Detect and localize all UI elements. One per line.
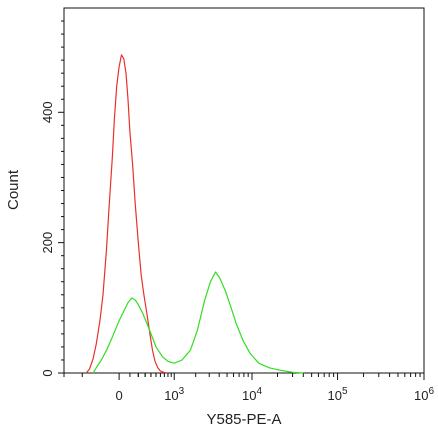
- x-tick-label: 106: [414, 386, 434, 403]
- y-axis-title: Count: [5, 169, 22, 210]
- series-line-1: [85, 54, 168, 374]
- plot-frame: [63, 7, 425, 374]
- x-axis-title: Y585-PE-A: [206, 411, 281, 428]
- y-axis: 0 200 400: [40, 20, 64, 377]
- y-tick-label: 0: [40, 369, 55, 376]
- x-tick-label: 103: [164, 386, 184, 403]
- y-tick-label: 400: [40, 101, 55, 123]
- x-axis: 0 103 104 105 106: [63, 373, 434, 403]
- x-tick-label: 105: [328, 386, 348, 403]
- x-tick-label: 104: [242, 386, 262, 403]
- series-layer: [85, 54, 304, 374]
- x-tick-label: 0: [115, 388, 122, 403]
- y-tick-label: 200: [40, 232, 55, 254]
- series-line-2: [92, 271, 304, 374]
